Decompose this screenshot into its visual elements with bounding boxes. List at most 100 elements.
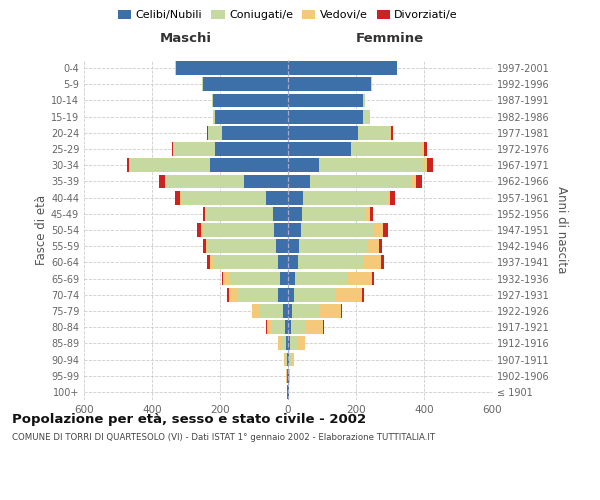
Bar (222, 272, 223, 285)
Bar (287, 385, 288, 399)
Bar (215, 110, 288, 124)
Bar (390, 190, 395, 204)
Bar (175, 61, 176, 75)
Bar (278, 336, 281, 350)
Bar (173, 142, 174, 156)
Bar (285, 320, 288, 334)
Text: Femmine: Femmine (356, 32, 424, 45)
Text: COMUNE DI TORRI DI QUARTESOLO (VI) - Dati ISTAT 1° gennaio 2002 - Elaborazione T: COMUNE DI TORRI DI QUARTESOLO (VI) - Dat… (12, 432, 435, 442)
Bar (202, 223, 203, 237)
Bar (379, 240, 382, 253)
Bar (244, 174, 288, 188)
Bar (301, 223, 374, 237)
Bar (362, 288, 364, 302)
Bar (288, 320, 291, 334)
Bar (278, 256, 288, 270)
Bar (391, 126, 393, 140)
Bar (283, 304, 288, 318)
Bar (306, 320, 323, 334)
Bar (251, 304, 253, 318)
Bar (280, 272, 288, 285)
Bar (172, 142, 173, 156)
Bar (422, 142, 424, 156)
Bar (288, 223, 301, 237)
Bar (278, 288, 288, 302)
Bar (288, 126, 358, 140)
Bar (215, 142, 288, 156)
Bar (296, 336, 305, 350)
Bar (164, 174, 166, 188)
Bar (259, 304, 283, 318)
Text: Maschi: Maschi (160, 32, 212, 45)
Bar (160, 174, 164, 188)
Bar (292, 304, 319, 318)
Bar (351, 142, 422, 156)
Bar (176, 61, 288, 75)
Bar (203, 207, 205, 220)
Bar (294, 288, 335, 302)
Bar (288, 207, 302, 220)
Bar (288, 142, 351, 156)
Bar (212, 94, 213, 108)
Bar (288, 352, 289, 366)
Bar (276, 240, 288, 253)
Bar (130, 158, 210, 172)
Bar (207, 256, 210, 270)
Bar (323, 320, 324, 334)
Bar (129, 158, 130, 172)
Bar (390, 126, 391, 140)
Bar (288, 110, 363, 124)
Bar (288, 190, 304, 204)
Bar (302, 207, 365, 220)
Bar (285, 352, 287, 366)
Bar (213, 256, 278, 270)
Bar (210, 256, 213, 270)
Bar (335, 288, 362, 302)
Bar (288, 78, 371, 91)
Bar (266, 320, 272, 334)
Bar (289, 369, 290, 382)
Bar (210, 158, 288, 172)
Bar (371, 78, 373, 91)
Bar (298, 256, 364, 270)
Bar (253, 304, 259, 318)
Bar (203, 240, 206, 253)
Bar (365, 207, 370, 220)
Bar (208, 126, 222, 140)
Bar (288, 240, 299, 253)
Bar (202, 78, 203, 91)
Bar (127, 158, 129, 172)
Text: Popolazione per età, sesso e stato civile - 2002: Popolazione per età, sesso e stato civil… (12, 412, 366, 426)
Bar (274, 223, 288, 237)
Bar (291, 320, 306, 334)
Bar (286, 336, 288, 350)
Bar (273, 207, 288, 220)
Bar (266, 190, 288, 204)
Bar (427, 158, 433, 172)
Bar (203, 78, 288, 91)
Bar (223, 272, 229, 285)
Bar (288, 385, 289, 399)
Bar (175, 190, 180, 204)
Bar (358, 126, 390, 140)
Bar (272, 320, 285, 334)
Bar (288, 94, 363, 108)
Bar (363, 94, 365, 108)
Bar (213, 94, 288, 108)
Bar (288, 288, 294, 302)
Bar (304, 190, 386, 204)
Bar (292, 352, 295, 366)
Bar (229, 288, 237, 302)
Bar (213, 110, 215, 124)
Bar (287, 352, 288, 366)
Bar (284, 352, 285, 366)
Bar (166, 174, 244, 188)
Bar (295, 272, 348, 285)
Bar (281, 336, 286, 350)
Bar (416, 174, 422, 188)
Legend: Celibi/Nubili, Coniugati/e, Vedovi/e, Divorziati/e: Celibi/Nubili, Coniugati/e, Vedovi/e, Di… (113, 6, 463, 25)
Bar (288, 61, 397, 75)
Bar (205, 207, 206, 220)
Bar (206, 207, 273, 220)
Bar (289, 352, 292, 366)
